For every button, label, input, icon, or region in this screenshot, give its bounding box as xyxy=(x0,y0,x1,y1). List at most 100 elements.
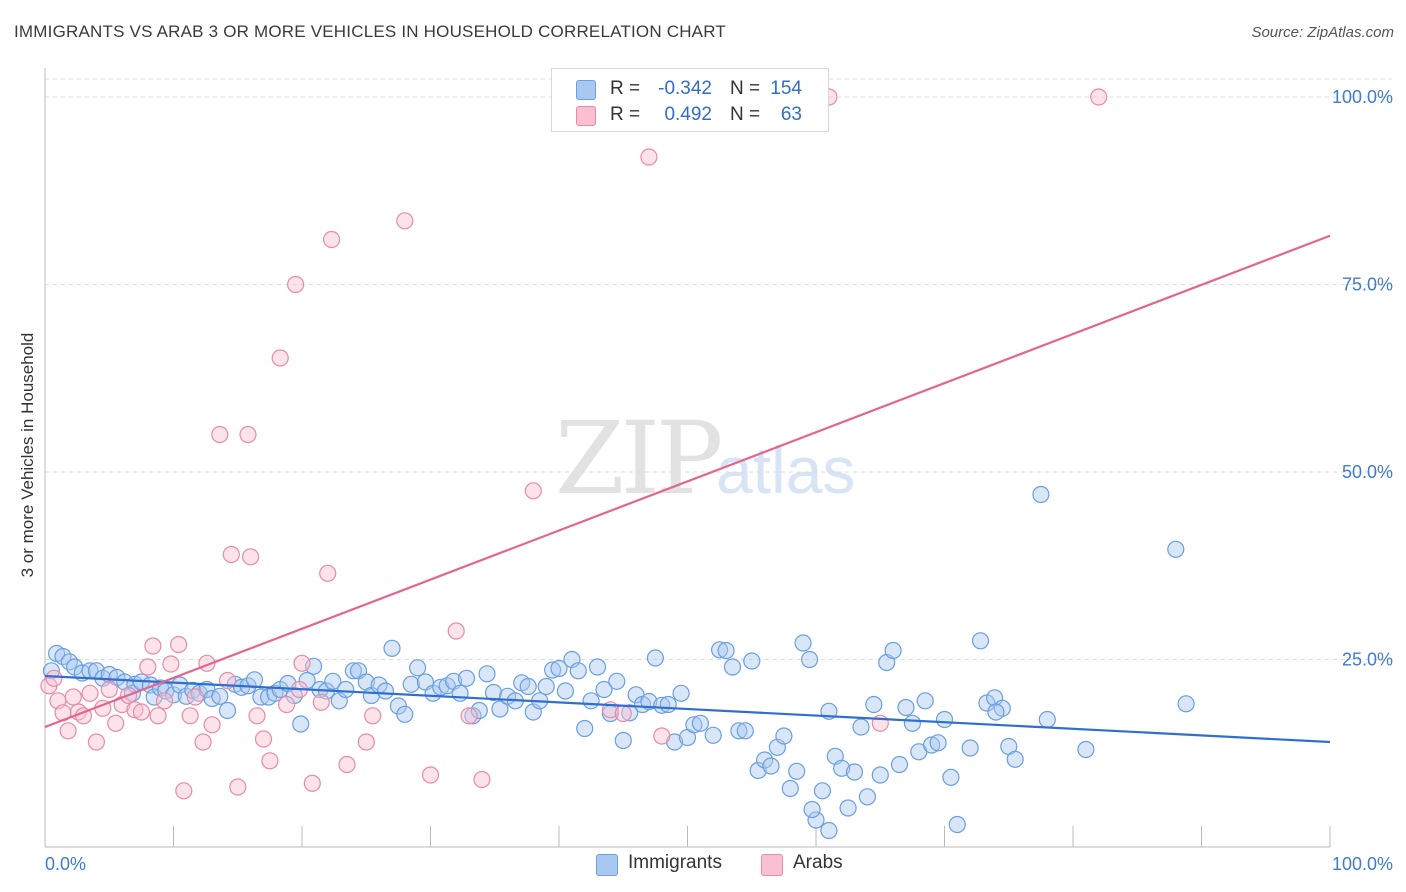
legend-swatch-arabs xyxy=(576,106,596,126)
immigrants-point xyxy=(164,686,183,704)
immigrants-point xyxy=(691,714,710,732)
legend-n-label: N = xyxy=(730,78,761,99)
immigrants-point xyxy=(537,677,555,696)
immigrants-point xyxy=(704,726,722,744)
immigrants-point xyxy=(491,700,509,718)
arabs-point xyxy=(239,425,257,444)
immigrants-point xyxy=(781,779,799,798)
immigrants-swatch xyxy=(596,854,618,876)
immigrants-point xyxy=(457,669,476,687)
arabs-point xyxy=(261,752,279,770)
y-tick-label: 50.0% xyxy=(1342,462,1393,482)
watermark-atlas: atlas xyxy=(716,433,856,507)
immigrants-point xyxy=(845,763,864,781)
arabs-point xyxy=(460,707,478,725)
arabs-point xyxy=(271,349,289,367)
legend-row-arabs: R = 0.492 N = 63 xyxy=(552,102,828,128)
legend-r-label: R = xyxy=(610,104,641,125)
immigrants-point xyxy=(484,683,503,702)
immigrants-point xyxy=(717,641,735,660)
chart-source: Source: ZipAtlas.com xyxy=(1251,24,1394,41)
arabs-point xyxy=(59,722,77,740)
immigrants-point xyxy=(324,672,342,690)
immigrants-point xyxy=(820,821,838,840)
correlation-legend: R = -0.342 N = 154 R = 0.492 N = 63 xyxy=(551,68,829,132)
immigrants-point xyxy=(640,692,658,711)
immigrants-point xyxy=(987,703,1005,721)
arabs-point xyxy=(357,733,375,751)
arabs-point xyxy=(186,688,204,706)
y-tick-label: 100.0% xyxy=(1332,87,1393,107)
immigrants-point xyxy=(556,682,575,700)
immigrants-point xyxy=(211,687,229,705)
immigrants-point xyxy=(736,722,754,740)
arabs-point xyxy=(614,704,632,723)
immigrants-point xyxy=(865,695,883,714)
immigrants-point xyxy=(550,659,568,678)
arabs-point xyxy=(64,688,82,706)
immigrants-point xyxy=(710,641,729,659)
arabs-point xyxy=(248,707,266,725)
immigrants-point xyxy=(743,652,761,670)
immigrants-point xyxy=(890,755,909,774)
tick-labels: 25.0% 50.0% 75.0% 100.0% 0.0% 100.0% xyxy=(45,87,1393,874)
arabs-point xyxy=(303,774,321,792)
arabs-point xyxy=(278,695,296,714)
immigrants-point xyxy=(971,632,990,650)
legend-item-arabs[interactable]: Arabs xyxy=(761,852,861,876)
arabs-point xyxy=(229,778,247,796)
chart-title: IMMIGRANTS VS ARAB 3 OR MORE VEHICLES IN… xyxy=(14,22,726,41)
immigrants-point xyxy=(800,650,819,669)
arabs-point xyxy=(126,701,144,719)
arabs-point xyxy=(194,733,212,751)
immigrants-point xyxy=(922,736,941,754)
arabs-point xyxy=(81,684,99,702)
arabs-point xyxy=(162,655,180,673)
immigrants-point xyxy=(470,701,488,720)
immigrants-point xyxy=(685,716,703,734)
immigrants-point xyxy=(839,799,857,817)
immigrants-point xyxy=(788,762,806,780)
immigrants-point xyxy=(1032,485,1050,504)
arabs-swatch xyxy=(761,854,783,876)
immigrants-point xyxy=(833,759,851,777)
arabs-point xyxy=(87,733,106,751)
immigrants-trend-line xyxy=(44,674,1331,744)
arabs-point xyxy=(653,727,671,745)
arabs-point xyxy=(364,707,382,725)
immigrants-point xyxy=(519,677,537,696)
immigrants-point xyxy=(543,661,562,679)
immigrants-point xyxy=(344,662,362,680)
immigrants-point xyxy=(935,710,954,729)
arabs-point xyxy=(170,635,188,654)
arabs-point xyxy=(254,730,273,748)
y-tick-label: 25.0% xyxy=(1342,650,1393,670)
legend-row-immigrants: R = -0.342 N = 154 xyxy=(552,76,828,102)
arabs-point xyxy=(396,212,414,230)
immigrants-point xyxy=(569,662,587,680)
immigrants-point xyxy=(177,687,195,705)
arabs-point xyxy=(1090,88,1108,106)
immigrants-point xyxy=(608,672,626,690)
arabs-trend-line xyxy=(44,234,1331,729)
arabs-point xyxy=(181,707,199,725)
immigrants-point xyxy=(961,739,979,757)
legend-item-immigrants[interactable]: Immigrants xyxy=(596,852,746,876)
immigrants-point xyxy=(409,659,427,677)
immigrants-point xyxy=(383,639,401,657)
arabs-point xyxy=(524,482,542,500)
immigrants-point xyxy=(396,705,414,723)
immigrants-point xyxy=(1077,740,1095,759)
immigrants-point xyxy=(337,680,355,699)
immigrants-point xyxy=(451,684,469,702)
immigrants-point xyxy=(942,768,960,786)
immigrants-point xyxy=(762,757,780,775)
immigrants-point xyxy=(858,788,877,806)
immigrants-point xyxy=(749,761,767,780)
grid-lines xyxy=(45,78,1392,660)
arabs-point xyxy=(473,770,491,789)
immigrants-point xyxy=(292,715,310,733)
arabs-point xyxy=(211,425,229,444)
immigrants-point xyxy=(672,684,690,702)
